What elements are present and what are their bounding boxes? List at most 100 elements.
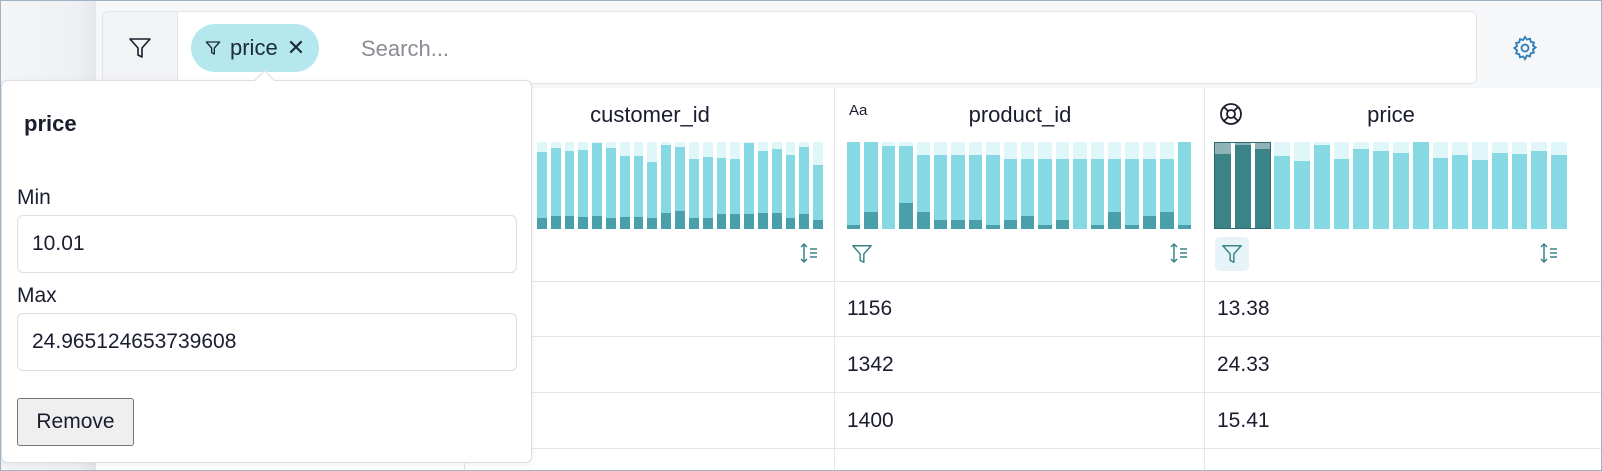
histogram-bin-filtered [592, 215, 603, 229]
histogram-bin-total [1038, 159, 1052, 229]
histogram-bin-filtered [934, 220, 948, 229]
histogram-customer-id[interactable] [537, 142, 827, 229]
histogram-bin-filtered [661, 213, 672, 229]
histogram-bin-total [1432, 157, 1449, 229]
histogram-bin-total [564, 150, 575, 229]
histogram-bin-total [1551, 155, 1567, 229]
histogram-bin-filtered [1003, 220, 1017, 229]
table-cell[interactable] [465, 393, 835, 449]
histogram-bin-total [744, 142, 754, 229]
close-icon[interactable]: ✕ [286, 35, 306, 60]
remove-button[interactable]: Remove [17, 398, 134, 446]
column-header: Aa product_id [835, 88, 1205, 282]
histogram-bin-total [785, 155, 796, 229]
histogram-bin-filtered [1055, 220, 1070, 229]
histogram-bin-filtered [799, 214, 810, 229]
histogram-bin-filtered [899, 202, 913, 229]
text-type-icon: Aa [849, 102, 868, 119]
histogram-bin-filtered [968, 220, 983, 229]
histogram-bin-filtered [1108, 211, 1122, 229]
histogram-bin-total [592, 142, 603, 229]
histogram-bin-filtered [633, 216, 644, 229]
filter-chip-price[interactable]: price ✕ [191, 24, 320, 72]
histogram-product-id[interactable] [847, 142, 1195, 229]
histogram-bin-total [578, 149, 589, 229]
column-title: customer_id [590, 102, 710, 127]
histogram-bin-total [1511, 154, 1528, 229]
max-label: Max [17, 284, 57, 307]
histogram-price[interactable] [1214, 142, 1571, 229]
table-cell[interactable] [465, 337, 835, 393]
histogram-bin-total [537, 151, 547, 229]
histogram-bin-filtered [847, 224, 861, 229]
histogram-bin-filtered [1160, 211, 1174, 229]
histogram-bin-filtered [1142, 215, 1157, 229]
histogram-bin-total [916, 155, 930, 229]
sort-icon[interactable] [798, 242, 820, 264]
histogram-bin-total [1412, 142, 1429, 229]
histogram-bin-filtered [578, 216, 589, 229]
histogram-bin-total [1274, 155, 1291, 229]
table-cell[interactable]: 15.41 [1205, 393, 1601, 449]
column-filter-button-active[interactable] [1215, 237, 1249, 271]
table-cell[interactable] [465, 281, 835, 337]
histogram-bin-total [1294, 161, 1310, 229]
histogram-bin-total [1003, 159, 1017, 229]
search-bar: price ✕ [102, 11, 1477, 84]
column-filter-button[interactable] [845, 237, 879, 271]
histogram-bin-filtered [813, 220, 823, 229]
filter-icon [205, 41, 221, 55]
histogram-bin-total [1160, 159, 1174, 229]
histogram-bin-total [968, 155, 983, 229]
table-cell[interactable]: 1156 [835, 281, 1205, 337]
histogram-bin-total [1125, 159, 1139, 229]
table-cell[interactable]: 1342 [835, 337, 1205, 393]
search-input[interactable] [359, 26, 1363, 72]
filter-icon [852, 245, 872, 263]
histogram-bin-total [757, 150, 768, 229]
sort-icon[interactable] [1538, 242, 1560, 264]
histogram-bin-filtered [1177, 224, 1191, 229]
histogram-bin-total [864, 142, 878, 229]
histogram-bin-total [771, 148, 782, 229]
table-cell[interactable]: 24.33 [1205, 337, 1601, 393]
histogram-bin-filtered [1125, 224, 1139, 229]
histogram-bin-total [1452, 155, 1469, 229]
histogram-bin-filtered [688, 217, 699, 229]
filter-icon [1222, 245, 1242, 263]
histogram-bin-total [881, 146, 896, 229]
table-cell[interactable]: 13.38 [1205, 281, 1601, 337]
histogram-bin-filtered [606, 217, 616, 229]
histogram-bin-total [1491, 153, 1508, 229]
histogram-bin-total [951, 155, 965, 229]
max-input[interactable] [17, 313, 517, 371]
filter-popover: price Min Max Remove [1, 80, 532, 463]
table-cell[interactable]: 1400 [835, 393, 1205, 449]
histogram-bin-total [1055, 159, 1070, 229]
histogram-bin-total [633, 155, 644, 229]
histogram-selection-range[interactable] [1214, 142, 1272, 229]
histogram-bin-filtered [864, 211, 878, 229]
histogram-bin-selected [1215, 154, 1231, 229]
histogram-bin-total [702, 156, 713, 229]
histogram-bin-total [1108, 159, 1122, 229]
histogram-bin-filtered [619, 216, 630, 229]
histogram-bin-total [1313, 145, 1330, 229]
histogram-bin-total [1472, 160, 1488, 229]
histogram-bin-filtered [716, 214, 727, 229]
histogram-bin-filtered [564, 215, 575, 229]
column-header: price [1205, 88, 1601, 282]
sort-icon[interactable] [1168, 242, 1190, 264]
histogram-bin-filtered [951, 220, 965, 229]
histogram-bin-total [1353, 148, 1370, 229]
histogram-bin-total [934, 155, 948, 229]
histogram-bin-total [986, 155, 1000, 229]
histogram-bin-total [1021, 159, 1035, 229]
column-header: customer_id [465, 88, 835, 282]
column-customer-id: customer_id [464, 88, 835, 470]
filter-icon [129, 37, 151, 58]
histogram-bin-total [1090, 159, 1104, 229]
settings-button[interactable] [1511, 34, 1539, 67]
min-input[interactable] [17, 215, 517, 273]
filter-button[interactable] [103, 12, 178, 83]
